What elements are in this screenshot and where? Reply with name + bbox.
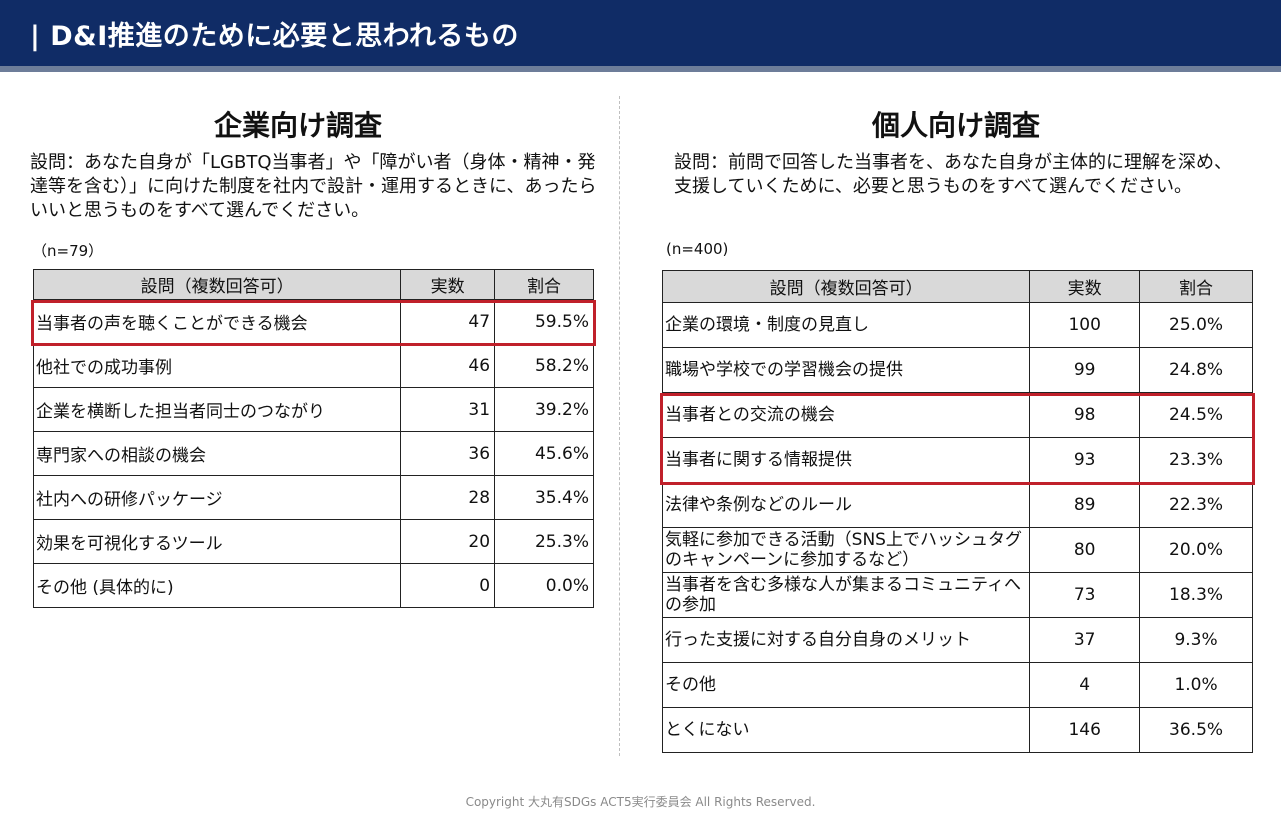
row-count: 80: [1029, 527, 1141, 573]
row-pct: 24.5%: [1139, 392, 1253, 438]
row-pct: 18.3%: [1139, 572, 1253, 618]
table-row: 社内への研修パッケージ 28 35.4%: [32, 475, 594, 520]
row-count: 47: [400, 299, 496, 344]
row-count: 28: [400, 475, 496, 520]
right-question: 設問：前問で回答した当事者を、あなた自身が主体的に理解を深め、支援していくために…: [674, 152, 1232, 197]
row-label: 企業を横断した担当者同士のつながり: [32, 387, 402, 432]
header-cell-count: 実数: [1029, 270, 1141, 303]
row-pct: 45.6%: [494, 431, 594, 476]
row-pct: 9.3%: [1139, 617, 1253, 663]
row-count: 0: [400, 563, 496, 608]
row-count: 73: [1029, 572, 1141, 618]
section-divider: [619, 96, 620, 756]
row-label: 職場や学校での学習機会の提供: [661, 347, 1031, 393]
header-cell-pct: 割合: [1139, 270, 1253, 303]
row-label: 社内への研修パッケージ: [32, 475, 402, 520]
table-row: 法律や条例などのルール 89 22.3%: [661, 482, 1253, 528]
right-table: 設問（複数回答可） 実数 割合 企業の環境・制度の見直し 100 25.0% 職…: [661, 270, 1253, 753]
row-label: 法律や条例などのルール: [661, 482, 1031, 528]
row-label: 専門家への相談の機会: [32, 431, 402, 476]
row-pct: 25.3%: [494, 519, 594, 564]
row-label: 当事者を含む多様な人が集まるコミュニティへの参加: [661, 572, 1031, 618]
table-row: 職場や学校での学習機会の提供 99 24.8%: [661, 347, 1253, 393]
header-banner: | D&I推進のために必要と思われるもの: [0, 0, 1281, 66]
header-cell-pct: 割合: [494, 269, 594, 300]
row-label: その他: [661, 662, 1031, 708]
right-sample-size: (n=400): [666, 240, 729, 258]
row-label: その他 (具体的に): [32, 563, 402, 608]
row-count: 46: [400, 343, 496, 388]
right-section-title: 個人向け調査: [872, 109, 1041, 142]
row-label: 当事者の声を聴くことができる機会: [32, 299, 402, 344]
table-header-row: 設問（複数回答可） 実数 割合: [661, 270, 1253, 303]
row-count: 4: [1029, 662, 1141, 708]
row-pct: 20.0%: [1139, 527, 1253, 573]
row-label: 行った支援に対する自分自身のメリット: [661, 617, 1031, 663]
table-row: 当事者を含む多様な人が集まるコミュニティへの参加 73 18.3%: [661, 572, 1253, 618]
row-pct: 0.0%: [494, 563, 594, 608]
copyright-footer: Copyright 大丸有SDGs ACT5実行委員会 All Rights R…: [465, 795, 816, 809]
row-count: 20: [400, 519, 496, 564]
row-label: とくにない: [661, 707, 1031, 753]
table-row: 行った支援に対する自分自身のメリット 37 9.3%: [661, 617, 1253, 663]
row-count: 100: [1029, 302, 1141, 348]
row-count: 89: [1029, 482, 1141, 528]
row-label: 当事者に関する情報提供: [661, 437, 1031, 483]
table-row: その他 (具体的に) 0 0.0%: [32, 563, 594, 608]
row-pct: 22.3%: [1139, 482, 1253, 528]
table-row: 効果を可視化するツール 20 25.3%: [32, 519, 594, 564]
table-row: その他 4 1.0%: [661, 662, 1253, 708]
row-pct: 1.0%: [1139, 662, 1253, 708]
right-highlight-box: [660, 393, 1255, 485]
header-underline: [0, 66, 1281, 72]
table-row: 企業の環境・制度の見直し 100 25.0%: [661, 302, 1253, 348]
table-row: 専門家への相談の機会 36 45.6%: [32, 431, 594, 476]
table-header-row: 設問（複数回答可） 実数 割合: [32, 269, 594, 300]
table-row: 他社での成功事例 46 58.2%: [32, 343, 594, 388]
left-sample-size: （n=79）: [32, 242, 104, 260]
row-pct: 35.4%: [494, 475, 594, 520]
table-row: 企業を横断した担当者同士のつながり 31 39.2%: [32, 387, 594, 432]
row-count: 37: [1029, 617, 1141, 663]
row-label: 他社での成功事例: [32, 343, 402, 388]
row-pct: 24.8%: [1139, 347, 1253, 393]
left-section-title: 企業向け調査: [214, 109, 383, 142]
table-row: 当事者の声を聴くことができる機会 47 59.5%: [32, 299, 594, 344]
left-highlight-box: [31, 300, 596, 346]
header-cell-question: 設問（複数回答可）: [661, 270, 1031, 303]
row-pct: 58.2%: [494, 343, 594, 388]
row-label: 効果を可視化するツール: [32, 519, 402, 564]
row-pct: 36.5%: [1139, 707, 1253, 753]
table-row: とくにない 146 36.5%: [661, 707, 1253, 753]
table-row: 当事者に関する情報提供 93 23.3%: [661, 437, 1253, 483]
header-cell-question: 設問（複数回答可）: [32, 269, 402, 300]
row-label: 気軽に参加できる活動（SNS上でハッシュタグのキャンペーンに参加するなど）: [661, 527, 1031, 573]
row-pct: 25.0%: [1139, 302, 1253, 348]
header-cell-count: 実数: [400, 269, 496, 300]
row-pct: 23.3%: [1139, 437, 1253, 483]
left-question: 設問：あなた自身が「LGBTQ当事者」や「障がい者（身体・精神・発達等を含む）」…: [30, 152, 597, 221]
row-count: 31: [400, 387, 496, 432]
row-pct: 39.2%: [494, 387, 594, 432]
row-count: 36: [400, 431, 496, 476]
row-label: 企業の環境・制度の見直し: [661, 302, 1031, 348]
row-count: 99: [1029, 347, 1141, 393]
row-count: 93: [1029, 437, 1141, 483]
row-count: 146: [1029, 707, 1141, 753]
table-row: 気軽に参加できる活動（SNS上でハッシュタグのキャンペーンに参加するなど） 80…: [661, 527, 1253, 573]
page-title: | D&I推進のために必要と思われるもの: [30, 21, 519, 52]
left-table: 設問（複数回答可） 実数 割合 当事者の声を聴くことができる機会 47 59.5…: [32, 269, 594, 608]
